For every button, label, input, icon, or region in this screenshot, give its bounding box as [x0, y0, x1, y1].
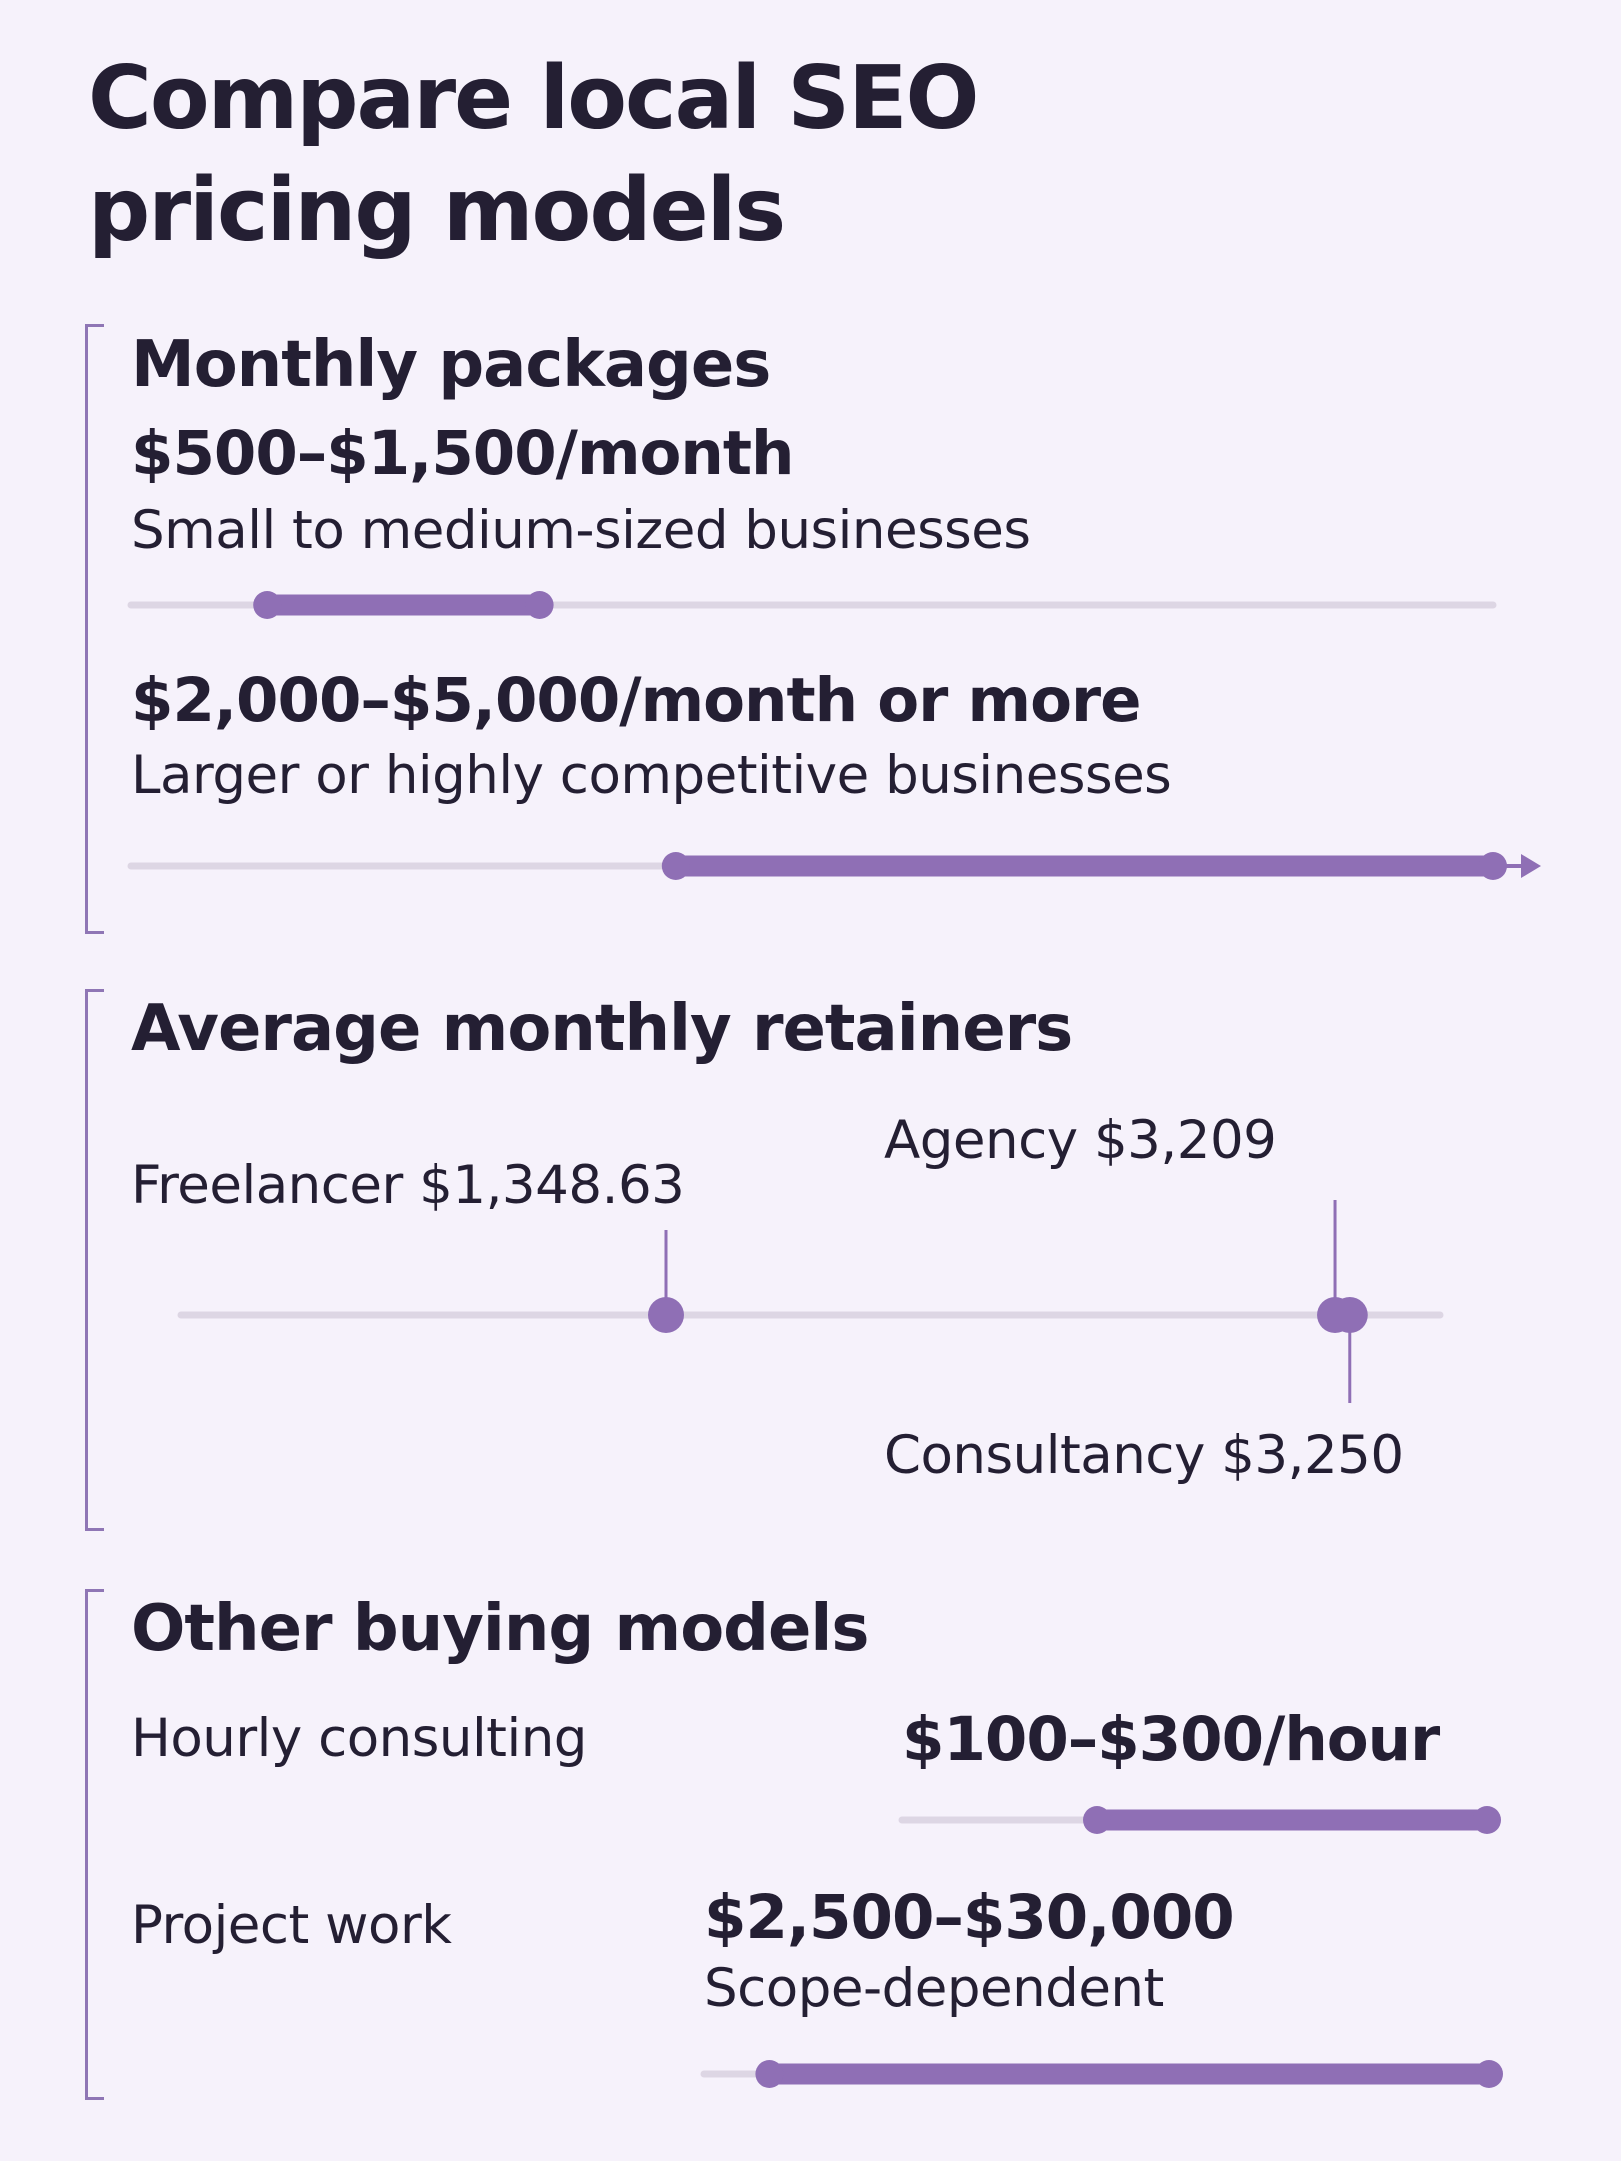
range-bar-small-medium [127, 591, 1497, 619]
range-min-dot [755, 2060, 784, 2088]
callout-agency: Agency $3,209 [884, 1110, 1277, 1171]
callout-freelancer: Freelancer $1,348.63 [131, 1155, 685, 1216]
range-max-dot [525, 591, 554, 619]
retainer-dot-consultancy [1331, 1297, 1368, 1333]
callout-consultancy: Consultancy $3,250 [884, 1425, 1404, 1486]
range-min-dot [661, 852, 690, 880]
section-bracket [85, 1589, 104, 2100]
section-heading-monthly-packages: Monthly packages [131, 328, 771, 402]
page-title: Compare local SEO pricing models [88, 47, 979, 261]
range-min-dot [1083, 1806, 1111, 1834]
audience-large-competitive: Larger or highly competitive businesses [131, 745, 1172, 806]
section-bracket [85, 324, 104, 934]
range-max-dot [1475, 2060, 1503, 2088]
range-bar-large-competitive [127, 852, 1541, 880]
note-project-work: Scope-dependent [704, 1958, 1164, 2019]
price-hourly-consulting: $100–$300/hour [902, 1704, 1440, 1775]
price-small-medium: $500–$1,500/month [131, 418, 794, 489]
price-project-work: $2,500–$30,000 [704, 1882, 1235, 1953]
retainer-dot-freelancer [648, 1297, 684, 1333]
range-bar-project-work [700, 2060, 1503, 2088]
audience-small-medium: Small to medium-sized businesses [131, 500, 1031, 561]
retainer-dot-plot [177, 1200, 1444, 1403]
range-arrow-head [1521, 854, 1541, 878]
range-max-dot [1473, 1806, 1501, 1834]
label-project-work: Project work [131, 1895, 452, 1956]
label-hourly-consulting: Hourly consulting [131, 1708, 587, 1769]
section-bracket [85, 989, 104, 1531]
price-large-competitive: $2,000–$5,000/month or more [131, 665, 1141, 736]
range-bar-hourly-consulting [898, 1806, 1501, 1834]
section-heading-average-retainers: Average monthly retainers [131, 992, 1073, 1066]
range-min-dot [253, 591, 282, 619]
section-heading-other-models: Other buying models [131, 1592, 869, 1666]
